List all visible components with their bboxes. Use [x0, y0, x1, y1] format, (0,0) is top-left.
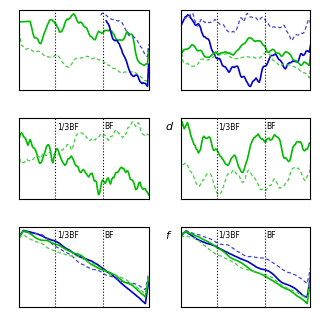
Text: BF: BF — [105, 122, 114, 131]
Text: 1/3BF: 1/3BF — [57, 231, 78, 240]
Text: d: d — [165, 122, 172, 132]
Text: BF: BF — [105, 231, 114, 240]
Text: 1/3BF: 1/3BF — [219, 231, 240, 240]
Text: 1/3BF: 1/3BF — [219, 122, 240, 131]
Text: 1/3BF: 1/3BF — [57, 122, 78, 131]
Text: BF: BF — [266, 122, 276, 131]
Text: f: f — [165, 231, 169, 241]
Text: BF: BF — [266, 231, 276, 240]
